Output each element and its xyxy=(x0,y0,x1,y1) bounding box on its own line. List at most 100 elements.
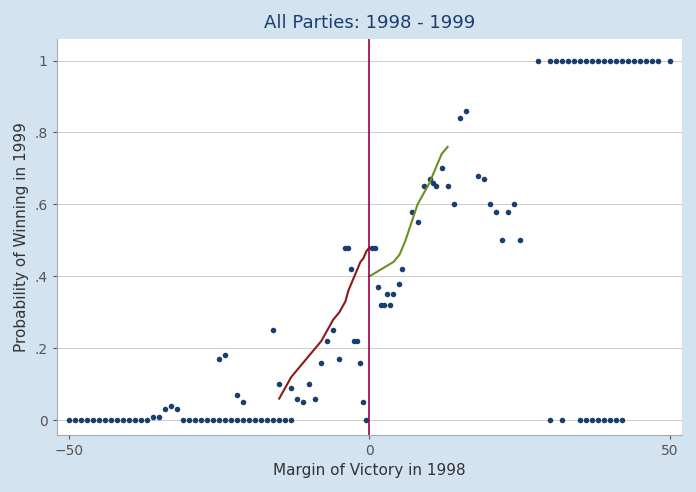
Point xyxy=(454,114,465,122)
Point xyxy=(135,416,146,424)
Point xyxy=(418,183,429,190)
Point xyxy=(370,244,381,251)
Point xyxy=(171,405,182,413)
Point xyxy=(544,57,555,64)
Point xyxy=(562,57,574,64)
Point xyxy=(346,265,357,273)
Point xyxy=(361,416,372,424)
Point xyxy=(430,183,441,190)
Point xyxy=(640,57,651,64)
Point xyxy=(556,57,567,64)
Point xyxy=(219,416,230,424)
Point xyxy=(87,416,98,424)
Point xyxy=(478,175,489,183)
X-axis label: Margin of Victory in 1998: Margin of Victory in 1998 xyxy=(273,463,466,478)
Point xyxy=(376,301,387,309)
Point xyxy=(69,416,80,424)
Point xyxy=(184,416,195,424)
Point xyxy=(551,57,562,64)
Point xyxy=(340,244,351,251)
Point xyxy=(665,57,676,64)
Point xyxy=(232,416,243,424)
Point xyxy=(610,416,622,424)
Point xyxy=(617,416,628,424)
Point xyxy=(448,200,459,208)
Point xyxy=(569,57,580,64)
Point xyxy=(303,380,315,388)
Point xyxy=(196,416,207,424)
Point xyxy=(111,416,122,424)
Point xyxy=(599,416,610,424)
Point xyxy=(274,380,285,388)
Point xyxy=(592,57,603,64)
Point xyxy=(214,355,225,363)
Point xyxy=(328,326,339,334)
Point xyxy=(316,359,327,367)
Point xyxy=(382,290,393,298)
Point xyxy=(93,416,104,424)
Point xyxy=(586,416,597,424)
Point xyxy=(262,416,273,424)
Point xyxy=(436,164,447,172)
Point xyxy=(322,337,333,345)
Point xyxy=(349,337,360,345)
Point xyxy=(226,416,237,424)
Point xyxy=(484,200,496,208)
Point xyxy=(166,402,177,410)
Point xyxy=(141,416,152,424)
Point xyxy=(460,107,471,115)
Point xyxy=(599,57,610,64)
Point xyxy=(285,384,296,392)
Point xyxy=(622,57,633,64)
Point xyxy=(592,416,603,424)
Point xyxy=(189,416,200,424)
Point xyxy=(153,413,164,421)
Point xyxy=(556,416,567,424)
Point xyxy=(355,359,366,367)
Point xyxy=(373,283,384,291)
Point xyxy=(237,398,248,406)
Point xyxy=(100,416,111,424)
Point xyxy=(508,200,519,208)
Title: All Parties: 1998 - 1999: All Parties: 1998 - 1999 xyxy=(264,14,475,32)
Point xyxy=(427,179,438,187)
Point xyxy=(652,57,663,64)
Point xyxy=(232,391,243,399)
Point xyxy=(574,416,585,424)
Point xyxy=(472,172,483,180)
Point xyxy=(219,351,230,359)
Point xyxy=(635,57,646,64)
Point xyxy=(604,416,615,424)
Point xyxy=(388,290,399,298)
Point xyxy=(604,57,615,64)
Point xyxy=(580,416,592,424)
Point xyxy=(358,398,369,406)
Point xyxy=(397,265,408,273)
Point xyxy=(201,416,212,424)
Point xyxy=(502,208,513,215)
Point xyxy=(610,57,622,64)
Point xyxy=(617,57,628,64)
Point xyxy=(574,57,585,64)
Point xyxy=(544,416,555,424)
Point xyxy=(298,398,309,406)
Point xyxy=(292,395,303,402)
Point xyxy=(75,416,86,424)
Point xyxy=(105,416,116,424)
Point xyxy=(250,416,261,424)
Point xyxy=(628,57,640,64)
Point xyxy=(532,57,544,64)
Point xyxy=(255,416,267,424)
Point xyxy=(351,337,363,345)
Y-axis label: Probability of Winning in 1999: Probability of Winning in 1999 xyxy=(14,122,29,352)
Point xyxy=(285,416,296,424)
Point xyxy=(214,416,225,424)
Point xyxy=(280,416,291,424)
Point xyxy=(334,355,345,363)
Point xyxy=(268,416,279,424)
Point xyxy=(647,57,658,64)
Point xyxy=(81,416,93,424)
Point xyxy=(586,57,597,64)
Point xyxy=(514,237,525,245)
Point xyxy=(385,301,396,309)
